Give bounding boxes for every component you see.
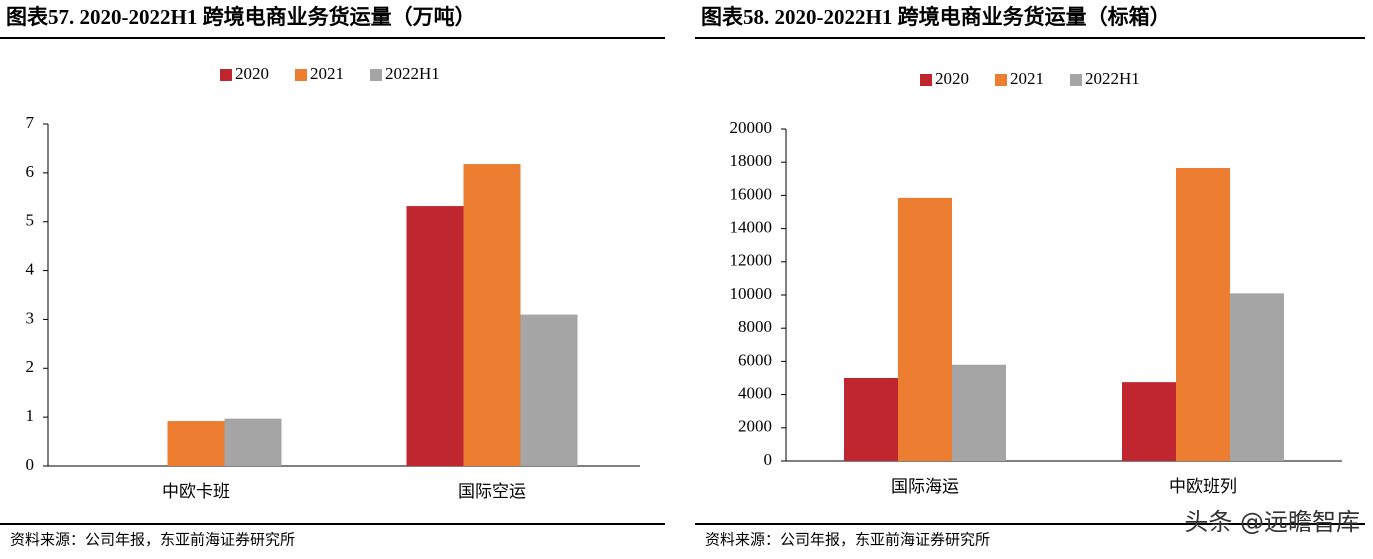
x-tick-label: 国际海运 — [891, 477, 959, 496]
legend-label: 2022H1 — [385, 64, 440, 83]
legend-label: 2020 — [235, 64, 269, 83]
y-tick-label: 12000 — [730, 251, 773, 270]
y-tick-label: 0 — [764, 450, 773, 469]
x-tick-label: 中欧班列 — [1169, 477, 1237, 496]
y-tick-label: 20000 — [730, 118, 773, 137]
y-tick-label: 6 — [26, 162, 35, 181]
legend-label: 2020 — [935, 69, 969, 88]
legend-label: 2022H1 — [1085, 69, 1140, 88]
x-tick-label: 中欧卡班 — [162, 482, 230, 501]
source-note: 资料来源：公司年报，东亚前海证券研究所 — [705, 531, 990, 548]
bar — [224, 418, 282, 466]
legend-swatch — [1070, 74, 1082, 86]
bar — [406, 206, 464, 466]
y-tick-label: 4000 — [738, 384, 772, 403]
y-tick-label: 14000 — [730, 218, 773, 237]
watermark: 头条 @远瞻智库 — [1184, 508, 1360, 536]
legend-swatch — [920, 74, 932, 86]
bar — [898, 197, 952, 461]
y-tick-label: 18000 — [730, 151, 773, 170]
bar — [844, 378, 898, 461]
y-tick-label: 6000 — [738, 350, 772, 369]
y-tick-label: 16000 — [730, 184, 773, 203]
y-tick-label: 7 — [26, 113, 35, 132]
bar — [520, 314, 578, 466]
legend-swatch — [370, 69, 382, 81]
bar — [1176, 168, 1230, 461]
y-tick-label: 2 — [26, 357, 35, 376]
y-tick-label: 3 — [26, 308, 35, 327]
y-tick-label: 5 — [26, 211, 35, 230]
source-note: 资料来源：公司年报，东亚前海证券研究所 — [10, 531, 295, 548]
bar — [952, 364, 1006, 461]
chart-title: 图表57. 2020-2022H1 跨境电商业务货运量（万吨） — [6, 5, 476, 29]
legend-swatch — [995, 74, 1007, 86]
y-tick-label: 0 — [26, 455, 35, 474]
legend-label: 2021 — [1010, 69, 1044, 88]
y-tick-label: 4 — [26, 259, 35, 278]
y-tick-label: 1 — [26, 406, 35, 425]
legend-swatch — [220, 69, 232, 81]
legend-label: 2021 — [310, 64, 344, 83]
y-tick-label: 10000 — [730, 284, 773, 303]
y-tick-label: 8000 — [738, 317, 772, 336]
chart-title: 图表58. 2020-2022H1 跨境电商业务货运量（标箱） — [701, 5, 1171, 29]
bar — [1230, 293, 1284, 461]
y-tick-label: 2000 — [738, 417, 772, 436]
bar — [167, 421, 225, 466]
bar — [463, 164, 521, 466]
bar — [1122, 382, 1176, 461]
legend-swatch — [295, 69, 307, 81]
x-tick-label: 国际空运 — [458, 482, 526, 501]
